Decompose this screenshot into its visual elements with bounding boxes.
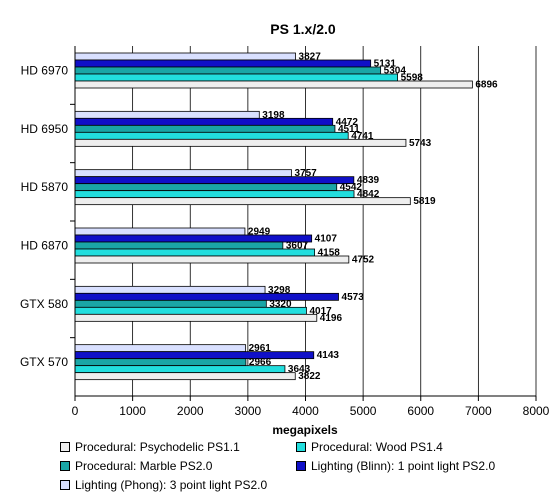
data-label-5-2: 2966 [249, 357, 272, 368]
data-label-1-1: 4472 [336, 117, 359, 128]
category-label-1: HD 6950 [21, 122, 69, 136]
legend-label-0: Procedural: Psychodelic PS1.1 [75, 440, 240, 454]
x-tick-label-2: 2000 [177, 404, 204, 418]
bar-1-1 [74, 117, 334, 126]
category-label-5: GTX 570 [20, 355, 68, 369]
bars-group [74, 52, 473, 381]
bar-0-3 [74, 73, 398, 82]
legend-item-1: Procedural: Wood PS1.4 [296, 440, 443, 454]
data-label-1-3: 4741 [351, 131, 374, 142]
bar-3-1 [74, 234, 313, 243]
bar-5-2 [74, 358, 247, 367]
legend-swatch-3 [296, 461, 306, 471]
category-label-0: HD 6970 [21, 64, 69, 78]
category-label-4: GTX 580 [20, 297, 68, 311]
data-label-4-2: 3320 [269, 299, 292, 310]
data-label-5-1: 4143 [317, 350, 340, 361]
data-label-5-4: 3822 [298, 371, 321, 382]
data-label-1-0: 3198 [262, 110, 285, 121]
bar-0-2 [74, 66, 382, 75]
x-tick-label-0: 0 [72, 404, 79, 418]
data-label-4-3: 4017 [309, 306, 332, 317]
bar-chart: PS 1.x/2.0 38275131530455986896319844724… [20, 21, 550, 437]
bar-4-4 [74, 313, 318, 322]
bar-4-0 [74, 285, 266, 294]
bar-3-2 [74, 241, 284, 250]
data-label-0-3: 5598 [401, 73, 424, 84]
category-label-2: HD 5870 [21, 180, 69, 194]
bar-5-0 [74, 344, 247, 353]
bar-2-0 [74, 169, 292, 178]
bar-3-3 [74, 248, 316, 257]
x-tick-label-3: 3000 [235, 404, 262, 418]
x-axis-title: megapixels [272, 423, 338, 437]
legend-swatch-2 [60, 461, 70, 471]
bar-4-2 [74, 299, 267, 308]
bar-2-3 [74, 190, 355, 199]
category-label-3: HD 6870 [21, 239, 69, 253]
x-tick-label-8: 8000 [523, 404, 550, 418]
data-label-4-0: 3298 [268, 285, 291, 296]
legend-label-1: Procedural: Wood PS1.4 [311, 440, 443, 454]
x-tick-label-1: 1000 [119, 404, 146, 418]
data-label-2-3: 4842 [357, 189, 380, 200]
bar-1-3 [74, 131, 349, 140]
legend-item-3: Lighting (Blinn): 1 point light PS2.0 [296, 459, 495, 473]
data-label-2-4: 5819 [413, 196, 436, 207]
legend-swatch-4 [60, 480, 70, 490]
bar-5-1 [74, 351, 315, 360]
bar-0-1 [74, 59, 372, 68]
legend-label-3: Lighting (Blinn): 1 point light PS2.0 [311, 459, 496, 473]
legend-label-4: Lighting (Phong): 3 point light PS2.0 [75, 478, 268, 492]
bar-4-1 [74, 292, 339, 301]
data-label-2-2: 4542 [340, 182, 363, 193]
data-label-0-2: 5304 [384, 66, 407, 77]
gridlines [74, 46, 537, 396]
data-label-3-3: 4158 [318, 248, 341, 259]
legend-swatch-1 [296, 442, 306, 452]
data-label-1-4: 5743 [409, 138, 432, 149]
legend-item-0: Procedural: Psychodelic PS1.1 [60, 440, 240, 454]
legend-item-4: Lighting (Phong): 3 point light PS2.0 [60, 478, 267, 492]
legend-label-2: Procedural: Marble PS2.0 [75, 459, 213, 473]
data-label-4-4: 4196 [320, 313, 343, 324]
data-label-2-1: 4839 [357, 175, 380, 186]
data-label-0-4: 6896 [475, 80, 498, 91]
x-tick-label-7: 7000 [465, 404, 492, 418]
bar-5-4 [74, 372, 296, 381]
bar-2-2 [74, 183, 338, 192]
data-label-4-1: 4573 [342, 292, 365, 303]
x-tick-label-6: 6000 [407, 404, 434, 418]
bar-3-4 [74, 255, 350, 264]
bar-1-2 [74, 124, 336, 133]
legend-item-2: Procedural: Marble PS2.0 [60, 459, 212, 473]
data-label-1-2: 4511 [338, 124, 360, 135]
x-tick-label-5: 5000 [350, 404, 377, 418]
data-label-3-2: 3607 [286, 241, 309, 252]
data-label-3-1: 4107 [315, 234, 338, 245]
legend: Procedural: Psychodelic PS1.1 Procedural:… [60, 440, 550, 496]
legend-swatch-0 [60, 442, 70, 452]
data-label-3-0: 2949 [248, 227, 271, 238]
y-axis: HD 6970 HD 6950 HD 5870 HD 6870 GTX 580 GTX 5… [20, 46, 76, 396]
data-label-5-0: 2961 [249, 343, 272, 354]
data-label-2-0: 3757 [294, 168, 317, 179]
data-label-5-3: 3643 [288, 364, 311, 375]
data-label-3-4: 4752 [352, 255, 375, 266]
x-axis: 0 1000 2000 3000 4000 5000 6000 7000 8000 [72, 395, 550, 418]
bar-3-0 [74, 227, 246, 236]
bar-0-0 [74, 52, 296, 61]
x-tick-label-4: 4000 [292, 404, 319, 418]
data-label-0-0: 3827 [299, 52, 322, 63]
chart-title: PS 1.x/2.0 [270, 21, 336, 37]
data-label-0-1: 5131 [374, 59, 397, 70]
bar-1-0 [74, 110, 260, 119]
